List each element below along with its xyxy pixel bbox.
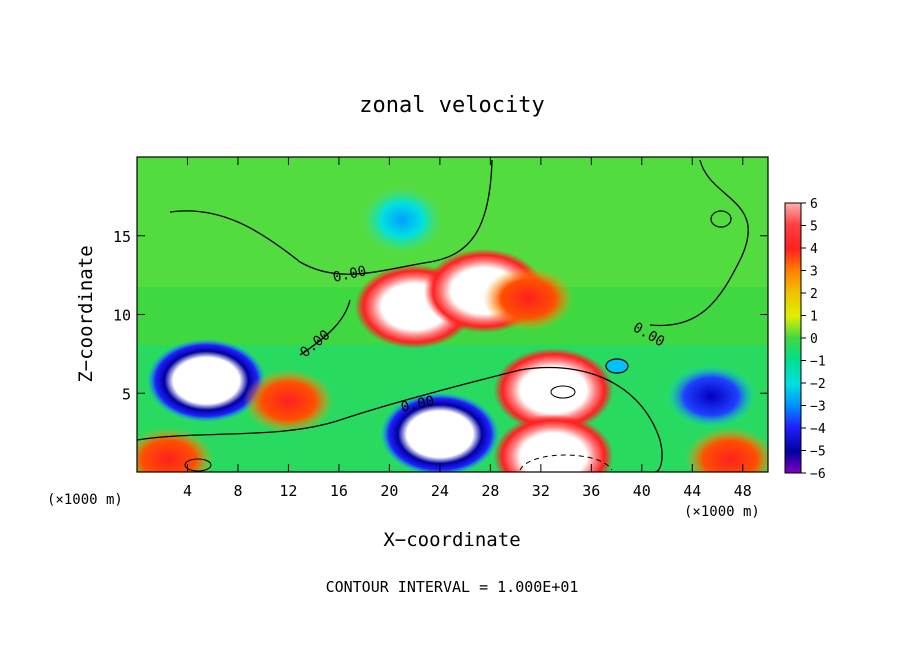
zero-contour: [299, 299, 351, 356]
contour-loop: [184, 458, 212, 472]
contour-interval-note: CONTOUR INTERVAL = 1.000E+01: [326, 578, 579, 596]
field-feature-7: [360, 186, 444, 254]
field-feature-3: [483, 267, 574, 331]
colorbar-tick-label: −3: [810, 400, 826, 415]
x-tick-label: 20: [380, 482, 398, 500]
field-feature-4: [146, 338, 267, 423]
x-tick-label: 12: [279, 482, 297, 500]
x-axis-label: X−coordinate: [383, 529, 520, 551]
field-feature-10: [137, 427, 214, 472]
x-tick-label: 8: [233, 482, 242, 500]
x-tick-label: 24: [431, 482, 449, 500]
field-features: [137, 186, 768, 472]
x-tick-label: 40: [633, 482, 651, 500]
x-tick-label: 36: [582, 482, 600, 500]
zero-contour: [137, 366, 663, 472]
contour-label: 0.00: [332, 263, 368, 286]
colorbar-ticks: 6 5 4 3 2 1 0 −1 −2 −3 −4 −5 −6: [801, 197, 826, 482]
plot-area: [137, 157, 768, 472]
colorbar-tick-label: 0: [810, 332, 818, 347]
y-axis-label: Z−coordinate: [75, 245, 97, 382]
contour-label: 0.00: [400, 393, 436, 416]
colorbar-tick-label: 5: [810, 220, 818, 235]
zero-contour: [169, 159, 493, 275]
colorbar-tick-label: 1: [810, 310, 818, 325]
field-feature-8: [493, 414, 614, 472]
x-tick-label: 48: [734, 482, 752, 500]
chart-title: zonal velocity: [359, 93, 544, 118]
negative-contour: [519, 454, 613, 471]
colorbar-tick-label: −2: [810, 377, 826, 392]
zero-contour: [649, 159, 749, 327]
colorbar-tick-label: −1: [810, 355, 826, 370]
x-tick-label: 16: [330, 482, 348, 500]
colorbar-tick-label: 6: [810, 197, 818, 212]
y-tick-label: 10: [113, 307, 131, 325]
colorbar-tick-label: −5: [810, 445, 826, 460]
contour-loop: [605, 358, 629, 374]
colorbar-tick-label: 2: [810, 287, 818, 302]
x-units-right: (×1000 m): [684, 504, 760, 520]
x-tick-label: 4: [183, 482, 192, 500]
y-axis-ticks: 5 10 15: [113, 228, 768, 403]
x-tick-label: 44: [683, 482, 701, 500]
y-tick-label: 5: [122, 385, 131, 403]
contour-loop: [710, 210, 732, 228]
field-feature-11: [685, 427, 768, 472]
x-axis-ticks: 4 8 12 16 20 24 28 32 36 40 44 48: [183, 157, 752, 500]
colorbar-tick-label: 4: [810, 242, 818, 257]
field-feature-9: [243, 369, 334, 433]
y-tick-label: 15: [113, 228, 131, 246]
field-feature-5: [379, 392, 500, 472]
x-tick-label: 32: [532, 482, 550, 500]
contour-loop: [550, 385, 576, 399]
colorbar-tick-label: −6: [810, 467, 826, 482]
field-feature-6: [666, 364, 757, 428]
colorbar: [784, 202, 802, 474]
x-tick-label: 28: [481, 482, 499, 500]
colorbar-tick-label: 3: [810, 265, 818, 280]
colorbar-tick-label: −4: [810, 422, 826, 437]
x-units-left: (×1000 m): [47, 492, 123, 508]
